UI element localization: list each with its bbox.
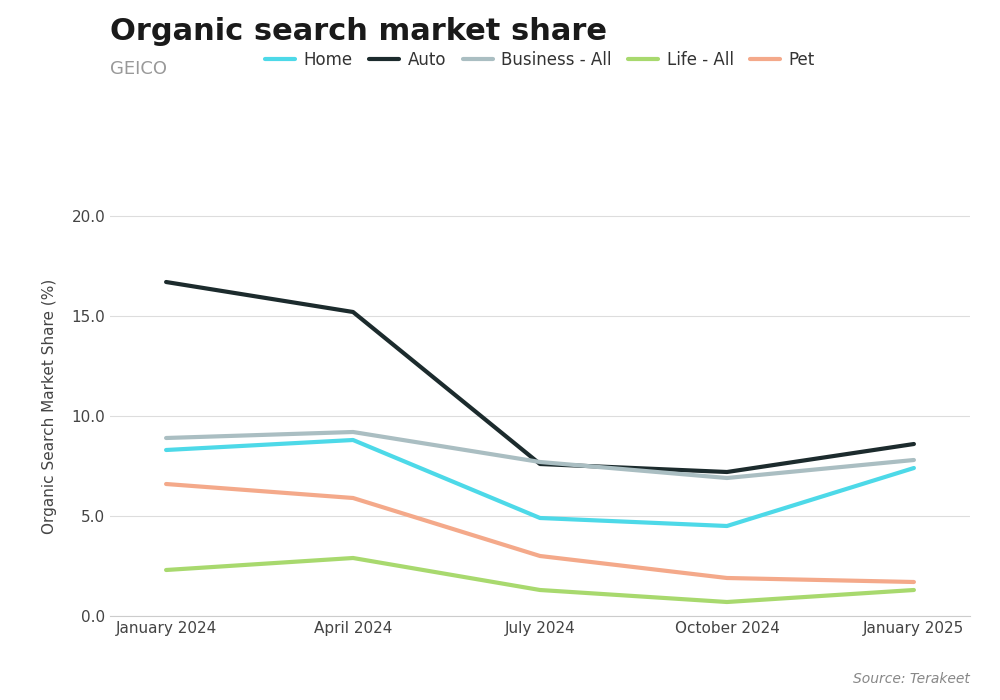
Life - All [908, 586, 920, 594]
Life - All [534, 586, 546, 594]
Business - All [347, 428, 359, 436]
Legend: Home, Auto, Business - All, Life - All, Pet: Home, Auto, Business - All, Life - All, … [258, 45, 822, 76]
Pet [721, 574, 733, 582]
Life - All [721, 598, 733, 606]
Line: Auto: Auto [166, 282, 914, 472]
Pet [534, 552, 546, 560]
Business - All [721, 474, 733, 482]
Auto [721, 468, 733, 476]
Pet [160, 480, 172, 488]
Auto [908, 440, 920, 448]
Text: Source: Terakeet: Source: Terakeet [853, 672, 970, 686]
Y-axis label: Organic Search Market Share (%): Organic Search Market Share (%) [42, 279, 58, 533]
Auto [347, 308, 359, 316]
Text: GEICO: GEICO [110, 60, 167, 78]
Line: Life - All: Life - All [166, 558, 914, 602]
Pet [347, 494, 359, 502]
Home [908, 464, 920, 473]
Life - All [160, 566, 172, 574]
Business - All [160, 434, 172, 442]
Text: Organic search market share: Organic search market share [110, 18, 607, 46]
Pet [908, 578, 920, 586]
Business - All [908, 456, 920, 464]
Life - All [347, 554, 359, 562]
Line: Home: Home [166, 440, 914, 526]
Home [721, 522, 733, 530]
Home [347, 436, 359, 445]
Business - All [534, 458, 546, 466]
Home [534, 514, 546, 522]
Auto [534, 460, 546, 468]
Home [160, 446, 172, 454]
Line: Pet: Pet [166, 484, 914, 582]
Line: Business - All: Business - All [166, 432, 914, 478]
Auto [160, 278, 172, 286]
